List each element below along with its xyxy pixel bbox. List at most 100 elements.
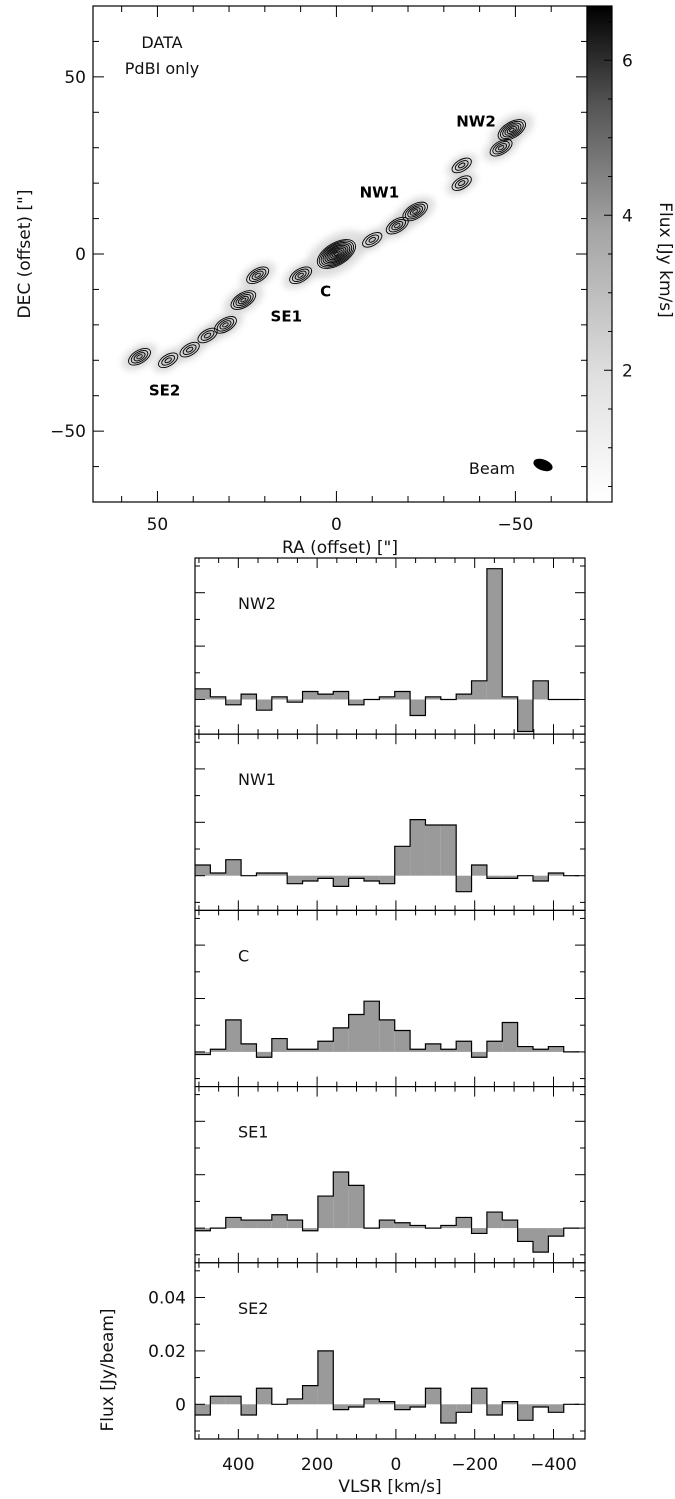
contour-line	[365, 234, 380, 246]
spectrum-bar	[333, 691, 349, 700]
contour-line	[294, 270, 307, 280]
spectrum-bar	[287, 699, 303, 703]
spectrum-ytick-label: 0.04	[148, 1289, 186, 1309]
spectrum-bar	[533, 1049, 549, 1052]
spectrum-frame	[194, 1262, 586, 1440]
colorbar-tick-label: 6	[622, 51, 633, 71]
contour-line	[320, 241, 353, 267]
spectrum-bar	[210, 1049, 226, 1052]
emission-core	[454, 159, 469, 172]
spectrum-bar	[394, 691, 411, 700]
spectrum-bar	[440, 1404, 457, 1423]
contour-line	[330, 249, 343, 259]
region-labels: NW2 NW1 C SE1 SE2	[149, 112, 496, 399]
spectrum-bar	[302, 1385, 318, 1405]
spectrum-bar	[425, 696, 441, 700]
spectrum-bar	[502, 1401, 518, 1405]
spectrum-bar	[410, 1049, 426, 1052]
contour-line	[164, 357, 172, 364]
spectrum-xtick-label: 200	[301, 1455, 333, 1475]
spectrum-bar	[548, 1404, 564, 1413]
spectrum-bar	[456, 1404, 472, 1413]
spectrum-xtick-label: 0	[390, 1455, 401, 1475]
spectrum-bar	[317, 1041, 334, 1052]
spectrum-bar	[225, 1217, 242, 1229]
colorbar-label: Flux [Jy km/s]	[655, 202, 675, 317]
map-title: DATA PdBI only	[125, 33, 199, 78]
map-title-line-1: DATA	[141, 33, 182, 52]
spectrum-panel-se2: SE2 0 0.02 0.04 400 200 0 −200 −400	[148, 1262, 586, 1475]
spectrum-bar	[502, 1022, 518, 1052]
colorbar: 2 4 6 Flux [Jy km/s]	[586, 5, 675, 503]
contour-line	[235, 293, 252, 307]
spectrum-bar	[195, 1404, 211, 1415]
spectrum-bar	[195, 688, 211, 700]
region-label-c: C	[320, 283, 331, 301]
contour-line	[407, 205, 424, 218]
spectrum-bar	[533, 875, 549, 882]
contour-line	[203, 332, 212, 339]
emission-core	[182, 343, 197, 356]
spectrum-bar	[287, 1398, 303, 1405]
spectrum-bar	[456, 875, 472, 892]
contour-line	[291, 268, 310, 282]
contour-line	[233, 292, 254, 308]
contour-line	[318, 240, 355, 268]
contour-line	[394, 223, 401, 229]
spectrum-bar	[256, 699, 272, 711]
spectrum-bar	[410, 819, 426, 876]
region-label-nw1: NW1	[360, 183, 400, 201]
spectrum-xtick-label: −200	[451, 1455, 498, 1475]
contour-line	[334, 252, 339, 256]
spectra: NW2 NW1 C SE1 SE2 0 0.02 0.04 400 200 0 −200 −400	[148, 557, 586, 1475]
spectrum-bar	[210, 696, 226, 700]
spectrum-bar	[271, 873, 288, 876]
spectrum-bar	[533, 1404, 549, 1407]
contour-line	[412, 209, 419, 214]
spectrum-bar	[256, 873, 272, 876]
contour-line	[133, 352, 146, 362]
spectrum-bar	[287, 1220, 303, 1229]
spectrum-bar	[425, 1043, 441, 1052]
spectrum-bar	[440, 824, 457, 876]
spectrum-bar	[348, 1185, 364, 1229]
spectrum-label-nw2: NW2	[238, 594, 276, 613]
contour-line	[130, 350, 149, 364]
spectrum-bar	[348, 1404, 364, 1407]
spectrum-bar	[486, 875, 503, 879]
region-label-nw2: NW2	[456, 112, 496, 130]
spectrum-bar	[241, 1220, 257, 1229]
contour-line	[492, 141, 510, 155]
spectrum-bar	[333, 1027, 349, 1052]
contour-line	[322, 243, 351, 265]
spectrum-bar	[410, 1225, 426, 1229]
map-ytick-label: 50	[64, 68, 86, 88]
spectrum-bar	[271, 1038, 288, 1052]
spectrum-label-c: C	[238, 946, 249, 965]
contour-line	[502, 122, 522, 138]
spectrum-bar	[425, 1388, 441, 1405]
spectrum-bar	[471, 1051, 487, 1058]
spectrum-panel-nw1: NW1	[194, 733, 586, 912]
contour-line	[454, 177, 469, 189]
spectrum-bar	[195, 1051, 211, 1055]
spectrum-bar	[486, 568, 503, 700]
beam: Beam	[469, 458, 553, 478]
contour-line	[230, 290, 257, 310]
map-panel: 50 0 −50 50 0 −50 DATA PdBI only NW2 NW1 C SE1 SE…	[15, 5, 588, 558]
map-contours	[128, 119, 526, 369]
spectrum-bar	[548, 873, 564, 876]
spectrum-bar	[394, 1030, 411, 1052]
emission-core	[365, 234, 380, 246]
contour-line	[368, 236, 376, 243]
spectrum-bar	[502, 1220, 518, 1229]
map-ytick-label: −50	[50, 422, 86, 442]
spectrum-bar	[348, 875, 364, 879]
contour-line	[451, 175, 472, 191]
region-label-se1: SE1	[271, 307, 303, 325]
contour-line	[219, 320, 232, 330]
contour-line	[251, 270, 264, 280]
spectrum-background	[195, 910, 585, 1087]
contour-line	[136, 354, 143, 360]
contour-line	[246, 266, 270, 285]
